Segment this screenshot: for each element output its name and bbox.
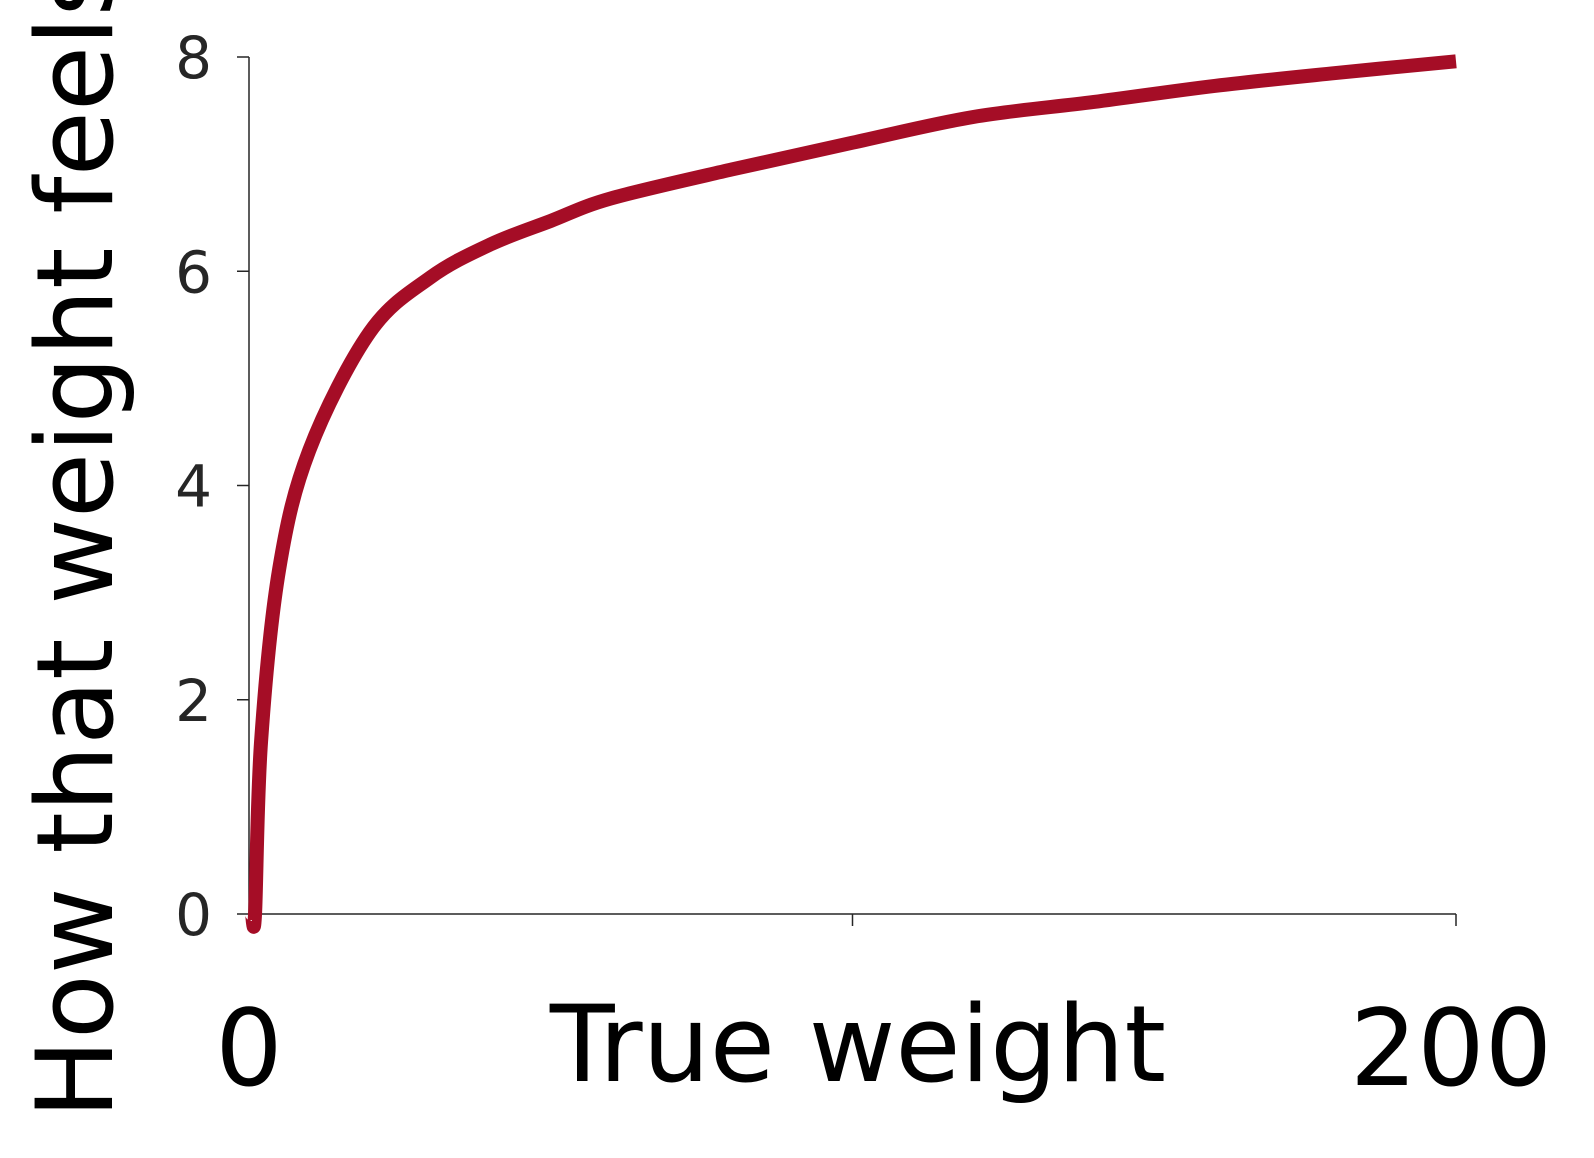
y-tick-label: 8	[175, 24, 212, 92]
y-axis-ticks: 0 2 4 6 8	[175, 24, 249, 949]
y-tick-label: 6	[175, 238, 212, 306]
y-tick-label: 4	[175, 453, 212, 521]
y-tick-label: 0	[175, 881, 212, 949]
series-layer	[245, 54, 1457, 934]
x-tick-label: 0	[215, 987, 282, 1110]
x-axis-ticks: 0 200	[215, 914, 1552, 1110]
x-tick-label: 200	[1350, 987, 1552, 1110]
y-tick-label: 2	[175, 667, 212, 735]
axes	[248, 57, 1456, 915]
x-axis-label: True weight	[549, 983, 1166, 1106]
series-line	[245, 54, 1457, 934]
y-axis-label: How that weight feels	[14, 0, 137, 1119]
